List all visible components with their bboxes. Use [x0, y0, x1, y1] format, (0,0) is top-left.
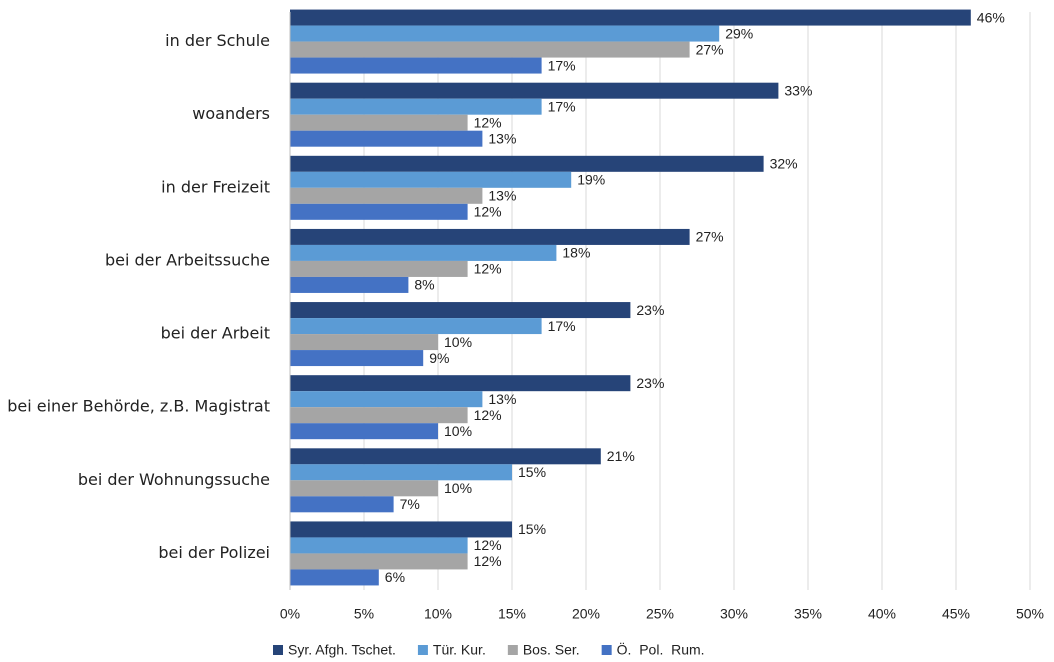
bar	[290, 98, 542, 115]
bar	[290, 537, 468, 554]
legend-swatch	[273, 645, 283, 655]
value-label: 9%	[429, 350, 449, 366]
bar	[290, 228, 690, 245]
category-label: in der Schule	[165, 31, 270, 50]
value-label: 32%	[770, 156, 798, 172]
bar	[290, 260, 468, 277]
value-label: 29%	[725, 25, 753, 41]
legend-label: Ö. Pol. Rum.	[617, 641, 705, 658]
legend-swatch	[507, 645, 518, 655]
bar	[290, 244, 557, 261]
legend-swatch	[417, 645, 428, 655]
bar	[290, 9, 971, 26]
bar	[290, 464, 512, 481]
bar	[290, 203, 468, 220]
bar	[290, 553, 468, 570]
bar	[290, 171, 572, 188]
bar	[290, 276, 409, 293]
x-tick-label: 50%	[1016, 606, 1044, 622]
value-label: 13%	[488, 188, 516, 204]
value-label: 23%	[636, 375, 664, 391]
value-label: 6%	[385, 569, 405, 585]
value-label: 10%	[444, 334, 472, 350]
bar	[290, 480, 438, 497]
bar	[290, 375, 631, 392]
category-label: in der Freizeit	[161, 177, 270, 196]
x-tick-label: 0%	[280, 606, 300, 622]
bar	[290, 41, 690, 58]
bar	[290, 334, 438, 351]
bar	[290, 318, 542, 335]
value-label: 23%	[636, 302, 664, 318]
bar	[290, 187, 483, 204]
value-label: 17%	[548, 98, 576, 114]
bar	[290, 114, 468, 131]
bar	[290, 302, 631, 319]
category-label: bei der Arbeit	[161, 324, 270, 343]
value-label: 33%	[784, 82, 812, 98]
value-label: 17%	[548, 57, 576, 73]
x-tick-label: 25%	[646, 606, 674, 622]
x-tick-label: 30%	[720, 606, 748, 622]
value-label: 19%	[577, 172, 605, 188]
bar	[290, 25, 720, 42]
value-label: 7%	[400, 496, 420, 512]
bar	[290, 130, 483, 147]
bar	[290, 569, 379, 586]
legend-label: Bos. Ser.	[523, 642, 580, 658]
bar	[290, 407, 468, 424]
category-label: bei der Wohnungssuche	[78, 470, 270, 489]
bar	[290, 496, 394, 513]
bar	[290, 423, 438, 440]
bar	[290, 448, 601, 465]
category-label: woanders	[192, 104, 270, 123]
x-tick-label: 45%	[942, 606, 970, 622]
value-label: 12%	[474, 553, 502, 569]
bar	[290, 155, 764, 172]
bar	[290, 57, 542, 74]
value-label: 27%	[696, 229, 724, 245]
x-tick-label: 35%	[794, 606, 822, 622]
x-tick-label: 5%	[354, 606, 374, 622]
value-label: 17%	[548, 318, 576, 334]
value-label: 12%	[474, 261, 502, 277]
x-tick-label: 20%	[572, 606, 600, 622]
bar	[290, 391, 483, 408]
value-label: 8%	[414, 277, 434, 293]
bar	[290, 521, 512, 538]
value-label: 12%	[474, 537, 502, 553]
value-label: 12%	[474, 407, 502, 423]
value-label: 46%	[977, 9, 1005, 25]
value-label: 10%	[444, 423, 472, 439]
value-label: 13%	[488, 391, 516, 407]
value-label: 10%	[444, 480, 472, 496]
x-tick-label: 10%	[424, 606, 452, 622]
category-label: bei einer Behörde, z.B. Magistrat	[7, 397, 270, 416]
value-label: 15%	[518, 521, 546, 537]
category-label: bei der Arbeitssuche	[105, 250, 270, 269]
x-tick-label: 15%	[498, 606, 526, 622]
value-label: 21%	[607, 448, 635, 464]
legend-label: Tür. Kur.	[433, 642, 486, 658]
value-label: 13%	[488, 130, 516, 146]
x-tick-label: 40%	[868, 606, 896, 622]
value-label: 15%	[518, 464, 546, 480]
value-label: 12%	[474, 114, 502, 130]
value-label: 12%	[474, 204, 502, 220]
value-label: 18%	[562, 245, 590, 261]
legend-label: Syr. Afgh. Tschet.	[288, 642, 396, 658]
category-label: bei der Polizei	[158, 543, 270, 562]
legend-swatch	[601, 645, 612, 655]
bar	[290, 82, 779, 99]
bar	[290, 350, 424, 367]
value-label: 27%	[696, 41, 724, 57]
